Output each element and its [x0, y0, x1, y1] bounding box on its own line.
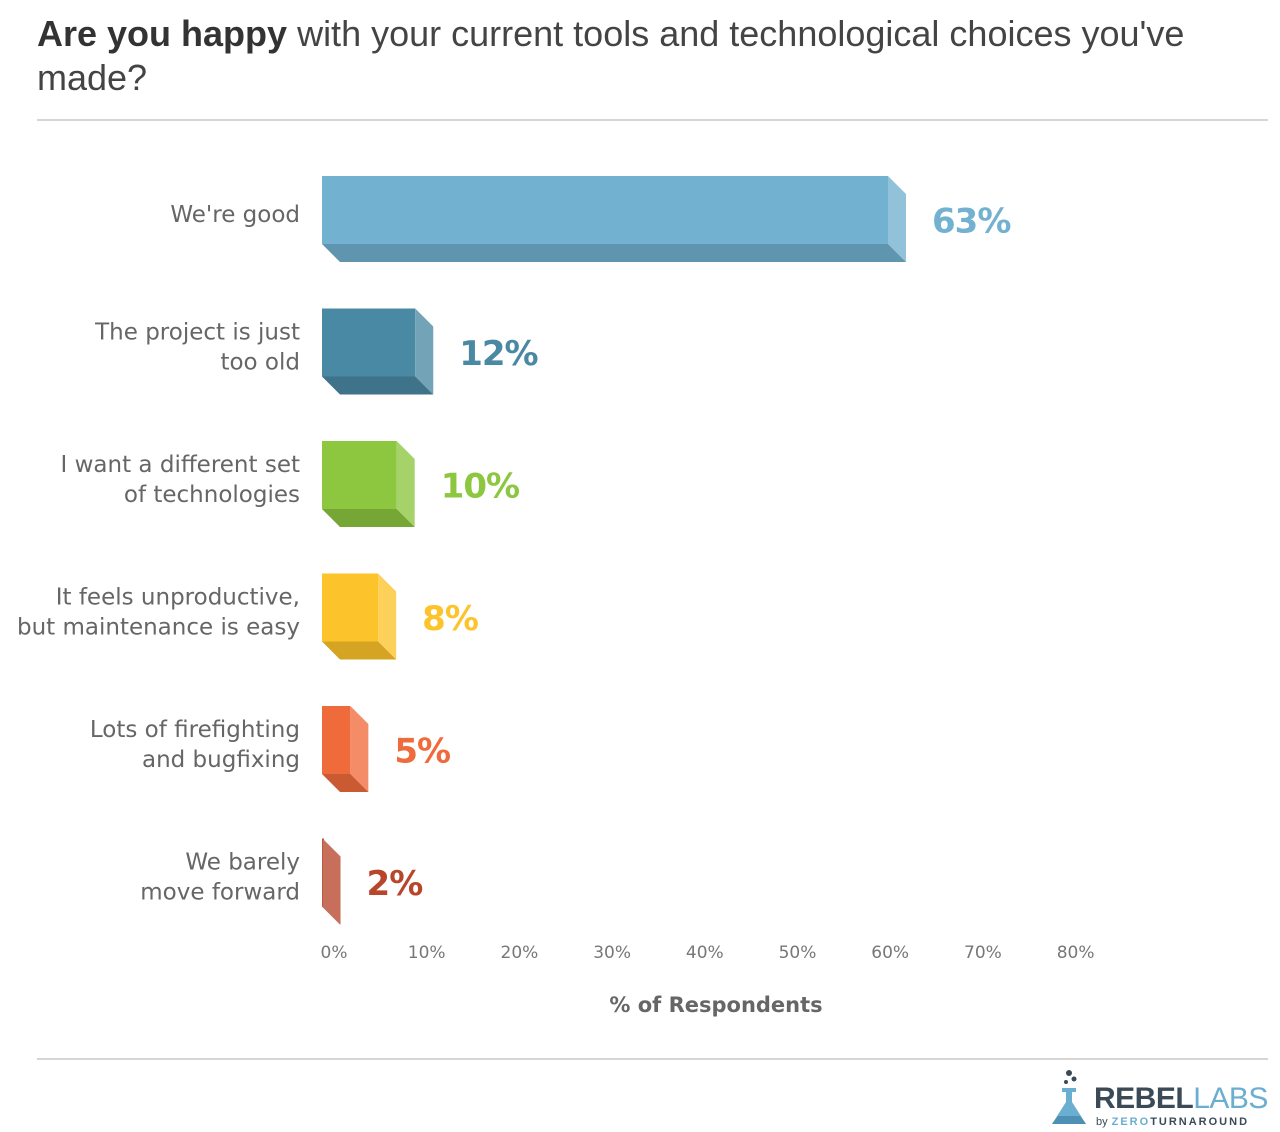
- bar-2-face: [322, 441, 397, 509]
- category-label-0-line-0: We're good: [170, 202, 300, 228]
- bar-4-bottom: [322, 774, 369, 792]
- bottom-divider: [37, 1058, 1268, 1060]
- bar-3-face: [322, 573, 379, 642]
- bar-chart: 63% We're good 12% The project is just too o…: [17, 176, 1095, 1017]
- category-label-5-line-1: move forward: [140, 879, 300, 905]
- bar-1-side: [415, 308, 434, 395]
- logo-turnaround: TURNAROUND: [1150, 1116, 1250, 1128]
- bar-0-side: [888, 176, 907, 262]
- bar-3-side: [378, 573, 397, 660]
- x-tick-label-1: 10%: [408, 943, 446, 963]
- chart-title-bold: Are you happy: [37, 13, 288, 54]
- logo-zero: ZERO: [1111, 1116, 1151, 1128]
- bar-1-face: [322, 308, 416, 377]
- category-label-1-line-0: The project is just: [94, 319, 300, 345]
- category-label-2-line-1: of technologies: [124, 482, 300, 508]
- category-label-5-line-0: We barely: [185, 849, 300, 875]
- x-tick-label-4: 40%: [686, 943, 724, 963]
- chart-title-rest: with your current tools and technologica…: [37, 13, 1185, 98]
- top-divider: [37, 119, 1268, 121]
- bar-5-side: [322, 838, 341, 925]
- category-label-1-line-1: too old: [220, 349, 300, 375]
- x-axis-title: % of Respondents: [609, 993, 822, 1017]
- category-label-5: We barely move forward: [140, 849, 300, 905]
- bar-4-value-label: 5%: [394, 732, 450, 772]
- category-label-1: The project is just too old: [94, 319, 300, 375]
- bar-3-bottom: [322, 641, 397, 660]
- category-label-4-line-0: Lots of firefighting: [90, 717, 300, 743]
- bar-5-bottom: [322, 906, 341, 925]
- category-label-3-line-0: It feels unproductive,: [56, 584, 300, 610]
- bar-4-face: [322, 706, 351, 774]
- category-label-2-line-0: I want a different set: [61, 452, 300, 478]
- bar-0-value-label: 63%: [932, 202, 1010, 242]
- x-tick-label-7: 70%: [964, 943, 1002, 963]
- chart-title: Are you happy with your current tools an…: [37, 12, 1217, 100]
- bar-1-bottom: [322, 376, 434, 395]
- x-tick-label-6: 60%: [871, 943, 909, 963]
- logo-word-labs: LABS: [1193, 1082, 1268, 1115]
- logo-by: by: [1096, 1116, 1108, 1128]
- flask-icon: [1052, 1070, 1086, 1124]
- x-tick-label-8: 80%: [1057, 943, 1095, 963]
- category-label-2: I want a different set of technologies: [61, 452, 300, 508]
- category-label-4-line-1: and bugfixing: [142, 747, 300, 773]
- x-tick-label-2: 20%: [501, 943, 539, 963]
- rebellabs-logo: REBELLABS by ZEROTURNAROUND: [1048, 1066, 1268, 1130]
- logo-subline: by ZEROTURNAROUND: [1096, 1116, 1249, 1128]
- logo-word-rebel: REBEL: [1094, 1082, 1194, 1115]
- bar-5-value-label: 2%: [367, 864, 423, 904]
- bar-2-bottom: [322, 509, 415, 527]
- bar-0-bottom: [322, 244, 907, 262]
- bar-4-side: [350, 706, 369, 792]
- bar-1-value-label: 12%: [459, 334, 537, 374]
- x-tick-label-0: 0%: [321, 943, 348, 963]
- category-label-3: It feels unproductive, but maintenance is…: [17, 584, 300, 640]
- bar-3-value-label: 8%: [422, 599, 478, 639]
- x-tick-label-5: 50%: [779, 943, 817, 963]
- category-label-4: Lots of firefighting and bugfixing: [90, 717, 300, 773]
- bar-2-value-label: 10%: [441, 467, 519, 507]
- x-tick-label-3: 30%: [593, 943, 631, 963]
- category-label-0: We're good: [170, 202, 300, 228]
- category-label-3-line-1: but maintenance is easy: [17, 614, 300, 640]
- bar-2-side: [396, 441, 415, 527]
- bar-0-face: [322, 176, 889, 244]
- logo-wordmark: REBELLABS: [1094, 1084, 1268, 1114]
